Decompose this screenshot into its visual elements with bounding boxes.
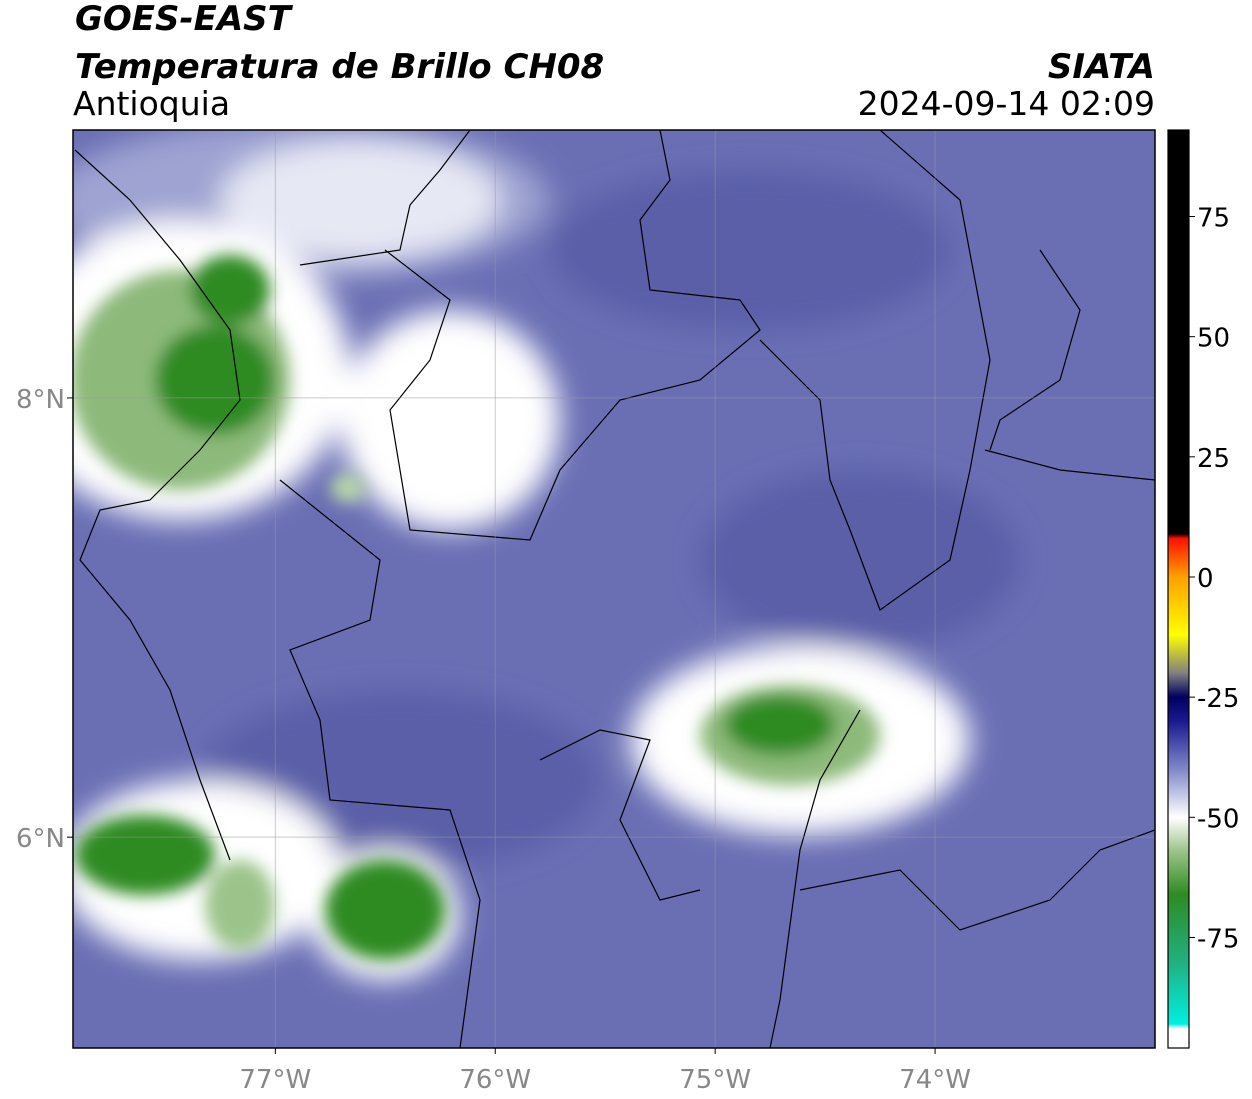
colorbar-tick-label: 50: [1197, 324, 1230, 354]
subtitle: Temperatura de Brillo CH08: [75, 47, 604, 87]
colorbar-tick-label: 25: [1197, 444, 1230, 474]
colorbar-tick-label: -25: [1197, 684, 1239, 714]
x-tick-label: 77°W: [239, 1065, 311, 1095]
colorbar-tick-label: -75: [1197, 924, 1239, 954]
map-frame: [72, 129, 1156, 1049]
x-tick-label: 74°W: [899, 1065, 971, 1095]
x-tick-label: 75°W: [679, 1065, 751, 1095]
colorbar-tick-label: 0: [1197, 564, 1214, 594]
colorbar-tick-label: -50: [1197, 804, 1239, 834]
colorbar: [1167, 129, 1190, 1049]
source: SIATA: [1048, 47, 1155, 87]
satellite-image: [73, 130, 1155, 1048]
region: Antioquia: [73, 84, 230, 123]
x-tick-label: 76°W: [459, 1065, 531, 1095]
y-tick-label: 8°N: [16, 385, 65, 415]
gridlines: [73, 130, 1155, 1048]
y-tick-label: 6°N: [16, 824, 65, 854]
colorbar-tick-label: 75: [1197, 204, 1230, 234]
title: GOES-EAST: [75, 0, 294, 39]
datetime: 2024-09-14 02:09: [858, 84, 1155, 123]
